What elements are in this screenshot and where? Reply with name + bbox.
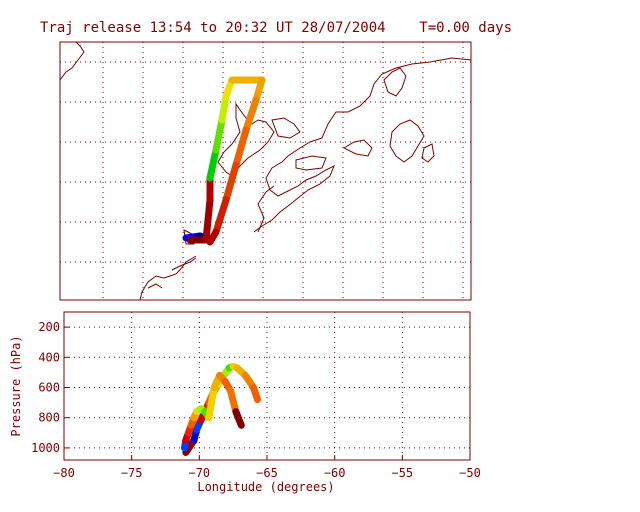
pressure-tick-label: 600 — [38, 381, 60, 395]
map-trajectory-segment — [202, 196, 214, 244]
coastline — [59, 41, 472, 301]
profile-trajectories — [180, 362, 262, 456]
profile-trajectory-segment — [226, 387, 240, 416]
pressure-tick-label: 200 — [38, 320, 60, 334]
map-trajectory-segment — [206, 146, 220, 182]
longitude-tick-label: −55 — [391, 466, 413, 480]
pressure-tick-labels: 200 400 600 800 1000 — [31, 320, 60, 455]
map-trajectory-segment — [212, 116, 226, 154]
map-trajectory-segment — [222, 161, 240, 204]
map-frame — [59, 41, 472, 301]
longitude-tick-labels: −80 −75 −70 −65 −60 −55 −50 — [53, 466, 481, 480]
profile-grid — [63, 312, 471, 460]
map-trajectory-segment — [242, 96, 260, 134]
longitude-tick-label: −75 — [121, 466, 143, 480]
plot-title: Traj release 13:54 to 20:32 UT 28/07/200… — [40, 20, 513, 36]
profile-panel: 200 400 600 800 1000 −80 −75 −70 −65 −60 −55 −50 P… — [9, 311, 481, 494]
longitude-tick-label: −50 — [459, 466, 481, 480]
profile-trajectory-segment — [205, 384, 218, 422]
map-trajectory-segment — [232, 126, 250, 169]
pressure-tick-label: 800 — [38, 411, 60, 425]
pressure-tick-label: 400 — [38, 350, 60, 364]
map-trajectory-segment — [206, 228, 220, 246]
map-trajectory-segment — [212, 196, 230, 236]
longitude-tick-label: −65 — [256, 466, 278, 480]
longitude-axis-label: Longitude (degrees) — [197, 480, 334, 494]
map-panel — [59, 41, 472, 301]
longitude-tick-label: −70 — [188, 466, 210, 480]
pressure-tick-label: 1000 — [31, 441, 60, 455]
map-trajectories — [182, 76, 266, 246]
pressure-axis-label: Pressure (hPa) — [9, 335, 23, 436]
map-trajectory-segment — [218, 92, 230, 124]
profile-trajectory-segment — [249, 384, 262, 404]
longitude-tick-label: −60 — [324, 466, 346, 480]
profile-trajectory-segment — [232, 408, 245, 429]
longitude-tick-label: −80 — [53, 466, 75, 480]
map-grid — [60, 42, 471, 300]
